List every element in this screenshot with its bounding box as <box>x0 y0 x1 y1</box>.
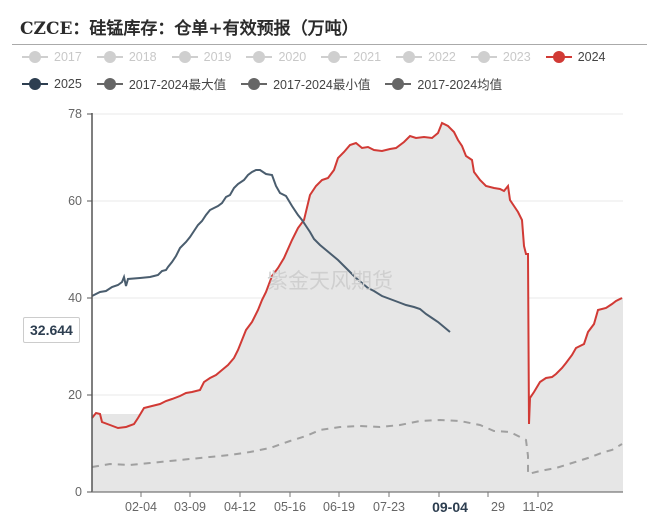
legend-marker-icon <box>22 77 48 91</box>
legend-label: 2017 <box>54 50 82 64</box>
legend-item-2022[interactable]: 2022 <box>396 50 456 64</box>
legend-label: 2019 <box>203 50 232 64</box>
chart-title: CZCE：硅锰库存：仓单+有效预报（万吨） <box>20 19 359 39</box>
x-axis-pointer-label: 09-04 <box>432 499 468 515</box>
legend-label: 2017-2024均值 <box>417 78 503 92</box>
max-area <box>92 123 623 492</box>
legend-label: 2020 <box>278 50 307 64</box>
x-tick-label: 06-19 <box>323 500 355 514</box>
legend-marker-icon <box>321 50 348 64</box>
legend-marker-icon <box>96 50 123 64</box>
y-tick-label: 20 <box>68 388 82 402</box>
legend-label: 2018 <box>128 50 157 64</box>
legend-item-2019[interactable]: 2019 <box>171 50 232 64</box>
legend-marker-icon <box>96 77 123 91</box>
legend-item-2018[interactable]: 2018 <box>96 50 157 64</box>
legend-label: 2024 <box>577 50 606 64</box>
y-tick-label: 78 <box>68 107 82 121</box>
legend-label: 2023 <box>502 50 531 64</box>
legend-marker-icon <box>470 50 497 64</box>
x-tick-label: 11-02 <box>522 500 553 514</box>
y-axis-ticks <box>87 113 92 493</box>
legend-label: 2017-2024最小值 <box>273 78 371 92</box>
legend-item-2017-2024均值[interactable]: 2017-2024均值 <box>385 74 502 93</box>
y-tick-label: 0 <box>75 485 82 499</box>
legend-item-2020[interactable]: 2020 <box>246 50 306 64</box>
legend-row-2: 2025 2017-2024最大值 2017-2024最小值 2017-2024均值 <box>22 74 517 93</box>
x-axis-ticks <box>140 492 539 497</box>
legend-item-2017-2024最小值[interactable]: 2017-2024最小值 <box>241 74 370 93</box>
legend-label: 2021 <box>353 50 382 64</box>
legend-item-2025[interactable]: 2025 <box>22 74 82 93</box>
legend-item-2017-2024最大值[interactable]: 2017-2024最大值 <box>96 74 227 93</box>
legend-marker-icon <box>385 77 412 91</box>
series-2024-line <box>91 121 623 430</box>
legend-row-1: 2017 2018 2019 2020 2021 2022 2023 2024 <box>22 50 621 64</box>
x-tick-label: 29 <box>491 500 505 514</box>
series-2025-line <box>91 169 451 333</box>
y-tick-label: 60 <box>68 194 82 208</box>
series-avg-line <box>91 418 623 476</box>
legend-item-2023[interactable]: 2023 <box>470 50 531 64</box>
legend-label: 2022 <box>428 50 456 64</box>
y-axis-pointer-label: 32.644 <box>23 317 80 343</box>
title-divider <box>12 44 647 45</box>
legend-label: 2017-2024最大值 <box>128 78 227 92</box>
legend-label: 2025 <box>54 76 82 91</box>
legend-marker-icon <box>22 50 48 64</box>
legend-item-2024[interactable]: 2024 <box>545 50 606 64</box>
y-tick-label: 40 <box>68 291 82 305</box>
x-tick-label: 03-09 <box>174 500 206 514</box>
x-tick-label: 02-04 <box>125 500 157 514</box>
legend-marker-icon <box>241 77 268 91</box>
x-tick-label: 04-12 <box>224 500 256 514</box>
x-tick-label: 05-16 <box>274 500 306 514</box>
legend-item-2021[interactable]: 2021 <box>321 50 381 64</box>
legend-marker-icon <box>545 50 572 64</box>
watermark: 紫金天风期货 <box>267 269 393 293</box>
legend-marker-icon <box>171 50 198 64</box>
legend-marker-icon <box>396 50 423 64</box>
x-tick-label: 07-23 <box>373 500 405 514</box>
legend-marker-icon <box>246 50 273 64</box>
legend-item-2017[interactable]: 2017 <box>22 50 82 64</box>
